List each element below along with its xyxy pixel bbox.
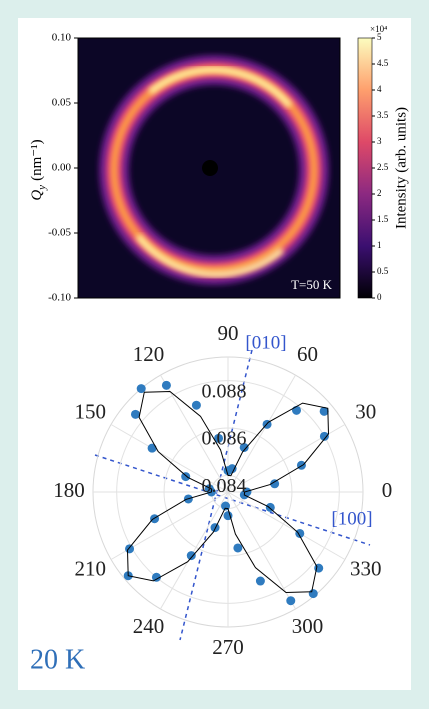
data-point [125,544,134,553]
y-tick-label: 0.10 [52,32,72,44]
y-tick-label: 0.05 [52,97,72,109]
data-point [162,381,171,390]
theta-tick-label: 90 [218,321,239,345]
y-tick-label: 0.00 [52,162,72,174]
y-tick-label: -0.10 [48,292,71,304]
r-tick-label: 0.088 [202,380,247,402]
figure: 0.10 0.05 0.00 -0.05 -0.10 Qy (nm⁻¹) 0 0.5 1 1.5 2 2… [0,0,429,709]
data-point [233,543,242,552]
y-label-symbol: Q [29,190,45,201]
data-point [148,444,157,453]
annotation: [100] [331,508,372,529]
colorbar-tick-label: 3.5 [377,110,389,120]
theta-tick-label: 270 [212,635,244,659]
data-point [181,472,190,481]
colorbar-tick-label: 0 [377,292,382,302]
colorbar-tick-label: 4 [377,84,382,94]
colorbar-label: Intensity (arb. units) [393,107,409,229]
r-tick-label: 0.086 [202,428,247,450]
data-point [286,596,295,605]
colorbar-tick-label: 1.5 [377,214,389,224]
y-axis-label: Qy (nm⁻¹) [29,139,47,200]
theta-tick-label: 180 [53,478,85,502]
annotation: T=50 K [291,277,333,292]
colorbar-tick-label: 0.5 [377,266,389,276]
theta-tick-label: 30 [355,399,376,423]
theta-tick-label: 0 [382,478,393,502]
y-label-sub: y [36,185,48,191]
theta-tick-label: 330 [350,556,382,580]
theta-tick-label: 150 [75,399,107,423]
colorbar-tick-label: 2 [377,188,382,198]
r-tick-label: 0.084 [202,475,247,497]
data-point [211,523,220,532]
data-point [221,501,230,510]
data-point [266,503,275,512]
y-tick-label: -0.05 [48,227,71,239]
theta-tick-label: 300 [292,614,324,638]
data-point [309,589,318,598]
colorbar-tick-label: 4.5 [377,58,389,68]
colorbar-multiplier: ×10⁴ [370,24,387,34]
annotation: [010] [245,332,286,353]
data-point [256,577,265,586]
theta-tick-label: 240 [133,614,165,638]
colorbar-tick-label: 3 [377,136,382,146]
theta-tick-label: 120 [133,342,165,366]
colorbar-tick-label: 2.5 [377,162,389,172]
y-label-unit: (nm⁻¹) [29,139,45,181]
panel-label: 20 K [30,644,85,675]
heatmap-image [78,38,340,298]
theta-tick-label: 60 [297,342,318,366]
data-point [187,551,196,560]
colorbar [358,38,372,298]
data-point [292,406,301,415]
page: 0.10 0.05 0.00 -0.05 -0.10 Qy (nm⁻¹) 0 0.5 1 1.5 2 2… [0,0,429,709]
data-point [192,401,201,410]
colorbar-tick-label: 1 [377,240,382,250]
theta-tick-label: 210 [75,556,107,580]
